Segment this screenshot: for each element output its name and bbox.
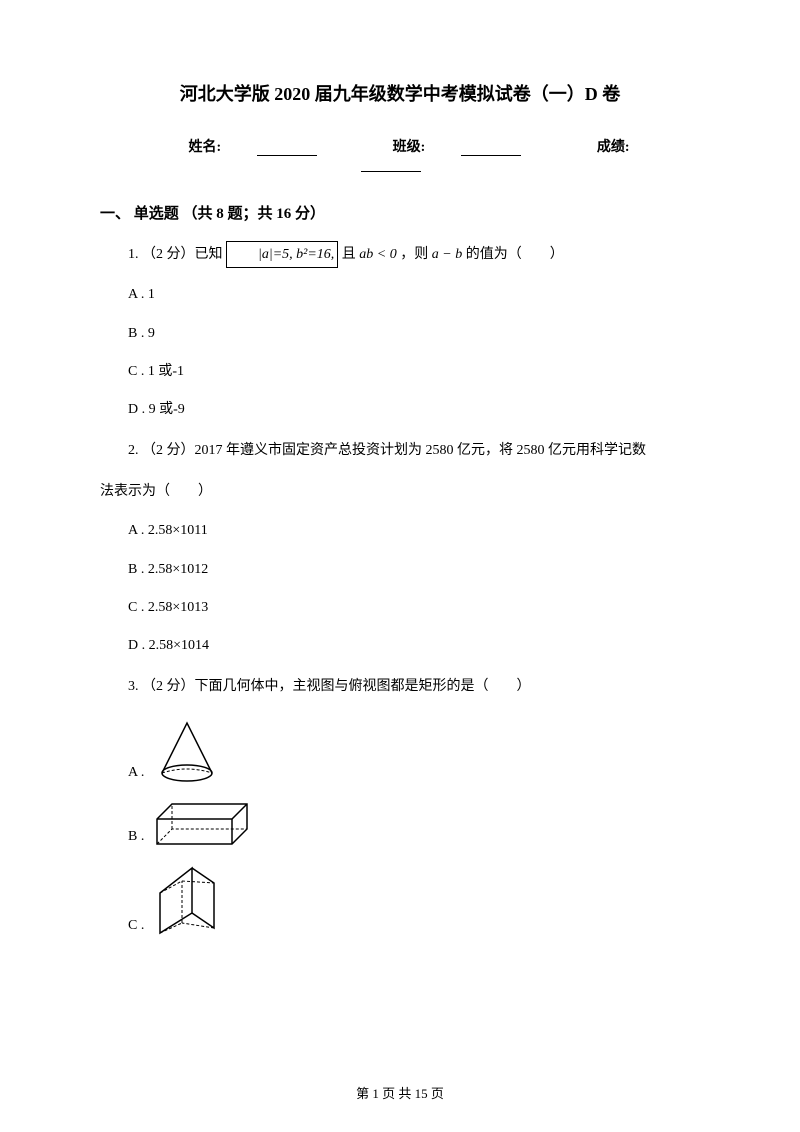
q2-option-a: A . 2.58×1011 [100, 520, 700, 542]
cuboid-icon [152, 799, 252, 849]
question-2-line2: 法表示为（ ） [100, 479, 700, 504]
question-1: 1. （2 分）已知 |a|=5, b²=16, 且 ab < 0 ，则 a −… [100, 241, 700, 268]
q1-option-a: A . 1 [100, 284, 700, 306]
q2-option-d: D . 2.58×1014 [100, 635, 700, 657]
info-line: 姓名: 班级: 成绩: [100, 136, 700, 172]
q1-option-c: C . 1 或-1 [100, 361, 700, 383]
math-expr-1: |a|=5, b²=16, [226, 241, 338, 268]
question-2-line1: 2. （2 分）2017 年遵义市固定资产总投资计划为 2580 亿元，将 25… [100, 438, 700, 463]
name-field: 姓名: [170, 140, 335, 155]
q2-option-c: C . 2.58×1013 [100, 597, 700, 619]
page-title: 河北大学版 2020 届九年级数学中考模拟试卷（一）D 卷 [100, 80, 700, 106]
cone-icon [152, 715, 222, 785]
q3-option-a: A . [100, 715, 700, 785]
prism-icon [152, 863, 222, 938]
page-footer: 第 1 页 共 15 页 [0, 1083, 800, 1102]
q1-option-d: D . 9 或-9 [100, 399, 700, 421]
class-field: 班级: [375, 140, 540, 155]
q2-option-b: B . 2.58×1012 [100, 559, 700, 581]
question-3: 3. （2 分）下面几何体中，主视图与俯视图都是矩形的是（ ） [100, 674, 700, 699]
section-header: 一、 单选题 （共 8 题；共 16 分） [100, 202, 700, 223]
q3-option-c: C . [100, 863, 700, 938]
q3-option-b: B . [100, 799, 700, 849]
q1-option-b: B . 9 [100, 323, 700, 345]
